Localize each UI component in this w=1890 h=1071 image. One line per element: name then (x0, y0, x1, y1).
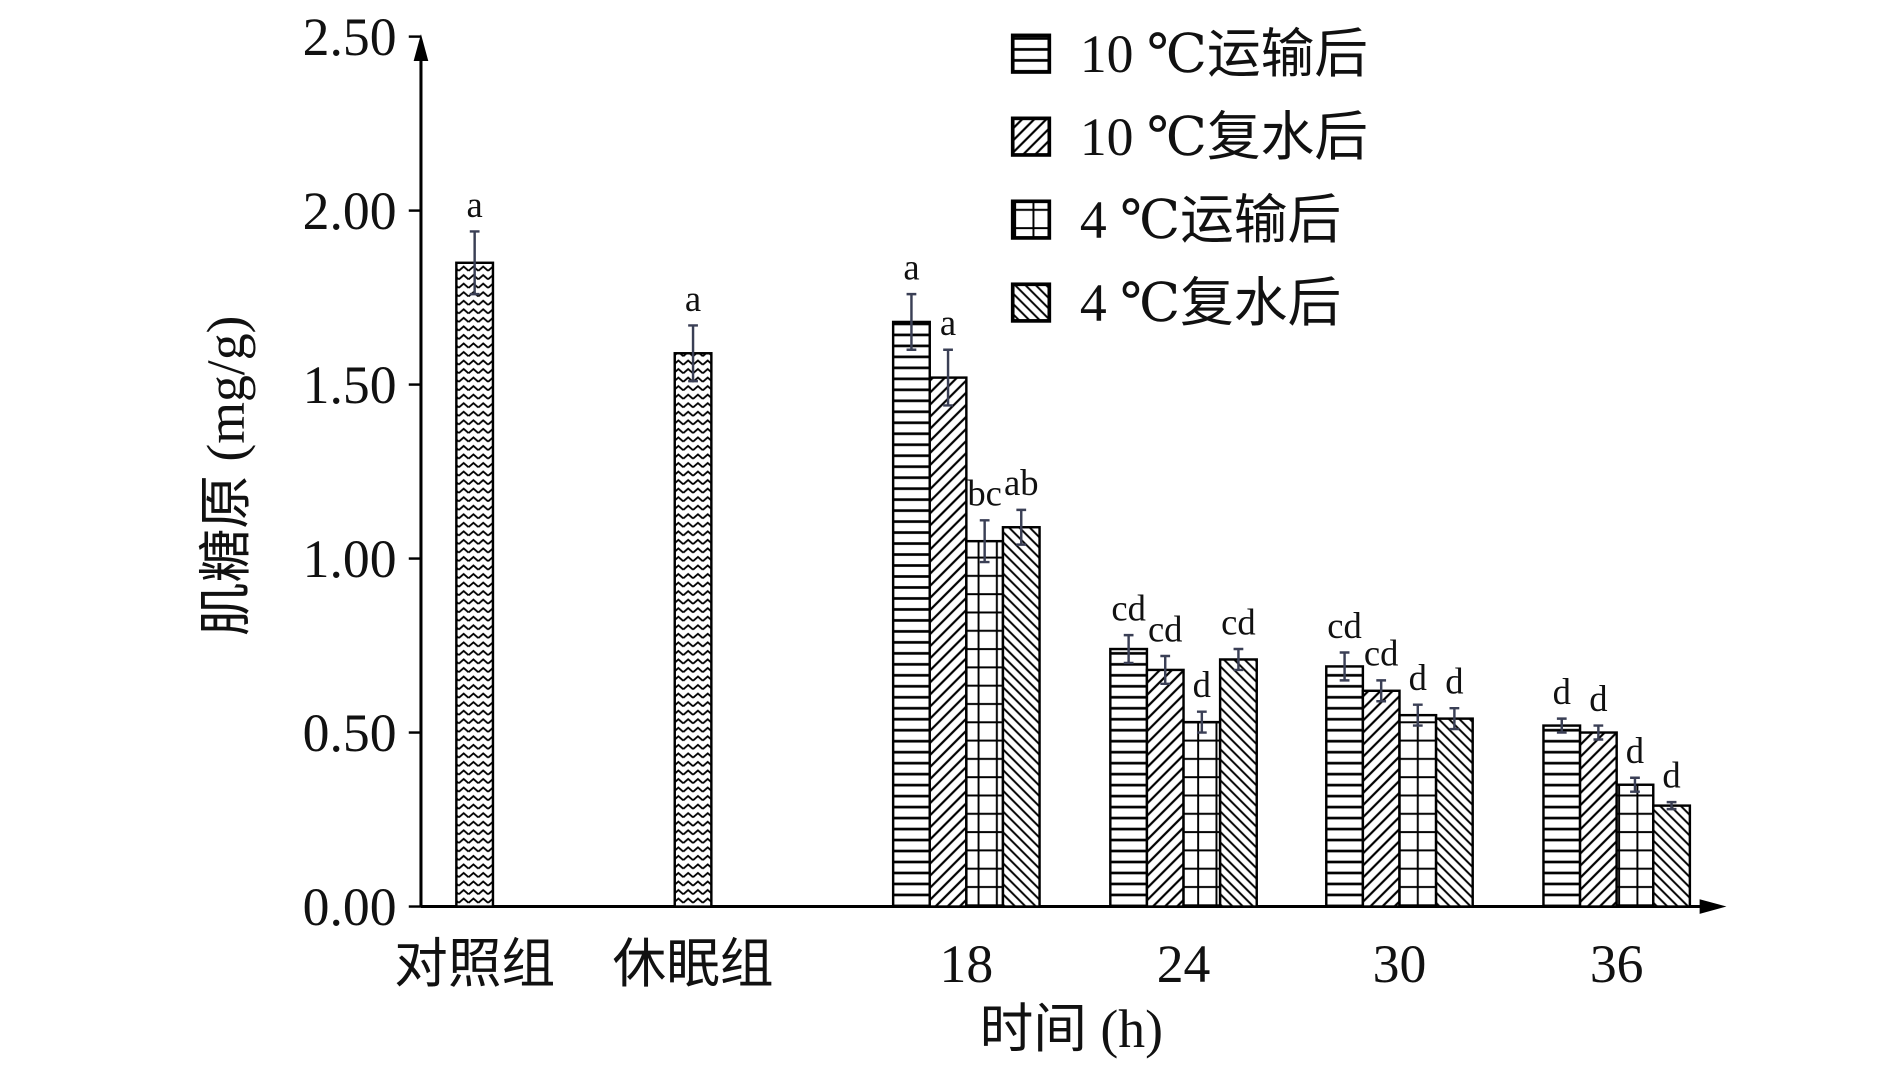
y-arrow (413, 34, 429, 62)
y-tick-label: 0.00 (303, 877, 397, 937)
legend-swatch (1010, 199, 1052, 240)
significance-label: d (1589, 678, 1607, 719)
bar (1145, 668, 1185, 908)
significance-label: d (1193, 664, 1211, 705)
legend-swatch (1010, 116, 1052, 157)
error-bar (1196, 710, 1207, 734)
error-bar (1556, 717, 1567, 734)
legend-label: 10 ℃复水后 (1080, 107, 1368, 167)
significance-label: cd (1148, 608, 1183, 649)
bar (1542, 724, 1582, 908)
significance-label: a (940, 302, 956, 343)
significance-label: cd (1221, 601, 1256, 642)
significance-label: cd (1364, 633, 1399, 674)
bar (1182, 720, 1222, 908)
error-bar (1593, 724, 1604, 741)
significance-label: a (467, 184, 483, 225)
error-bar (688, 324, 698, 383)
significance-label: d (1553, 671, 1571, 712)
error-bar (1449, 706, 1460, 731)
significance-label: d (1626, 730, 1644, 771)
error-bar (1376, 679, 1387, 703)
x-tick-label: 30 (1373, 934, 1427, 994)
bar (1218, 658, 1258, 908)
error-bar (979, 519, 990, 564)
legend-label: 10 ℃运输后 (1080, 24, 1368, 84)
significance-label: cd (1111, 587, 1146, 628)
significance-label: bc (967, 473, 1002, 514)
bar (965, 539, 1005, 908)
error-bar (1233, 647, 1244, 672)
error-bar (1123, 633, 1134, 665)
bar (1615, 783, 1655, 908)
bar (1652, 804, 1692, 908)
significance-label: d (1662, 754, 1680, 795)
y-tick-label: 0.50 (303, 703, 397, 763)
error-bar (1666, 800, 1677, 811)
error-bar (1412, 703, 1423, 727)
bar (1325, 665, 1365, 908)
bar (891, 320, 931, 908)
bar (1001, 526, 1041, 908)
bar (1578, 731, 1618, 908)
error-bar (1630, 776, 1640, 793)
bar (1434, 717, 1474, 908)
significance-label: cd (1327, 605, 1362, 646)
y-axis-title: 肌糖原 (mg/g) (196, 316, 256, 637)
x-tick-label: 18 (940, 934, 994, 994)
error-bar (469, 230, 480, 296)
x-tick-label: 休眠组 (613, 934, 774, 994)
legend-label: 4 ℃运输后 (1080, 190, 1341, 250)
significance-label: d (1409, 657, 1427, 698)
legend-swatch (1010, 282, 1052, 323)
y-tick-label: 1.50 (303, 355, 397, 415)
legend-swatch (1010, 33, 1052, 74)
bar (928, 376, 968, 908)
legend-label: 4 ℃复水后 (1080, 273, 1341, 333)
error-bar (1339, 651, 1350, 682)
bar (455, 261, 495, 908)
y-tick-label: 1.00 (303, 529, 397, 589)
error-bar (943, 348, 953, 407)
bar (1398, 713, 1438, 908)
y-tick-label: 2.50 (303, 7, 397, 67)
bar (1109, 647, 1149, 908)
bar (673, 352, 713, 908)
x-tick-label: 24 (1157, 934, 1211, 994)
y-tick-label: 2.00 (303, 181, 397, 241)
significance-label: ab (1004, 462, 1039, 503)
significance-label: a (903, 246, 919, 287)
bar (1361, 689, 1401, 908)
error-bar (906, 292, 917, 351)
significance-label: d (1445, 661, 1463, 702)
error-bar (1016, 508, 1027, 546)
x-tick-label: 对照组 (394, 934, 555, 994)
x-tick-label: 36 (1590, 934, 1644, 994)
error-bar (1160, 654, 1171, 686)
significance-label: a (685, 278, 701, 319)
x-arrow (1699, 899, 1727, 914)
x-axis-title: 时间 (h) (980, 999, 1163, 1059)
